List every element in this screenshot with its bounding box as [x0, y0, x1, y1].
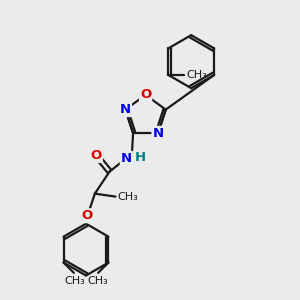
- Text: H: H: [134, 151, 146, 164]
- Text: CH₃: CH₃: [64, 276, 85, 286]
- Text: N: N: [121, 152, 132, 165]
- Text: N: N: [152, 127, 164, 140]
- Text: O: O: [91, 149, 102, 162]
- Text: N: N: [120, 103, 131, 116]
- Text: CH₃: CH₃: [87, 276, 108, 286]
- Text: O: O: [140, 88, 151, 101]
- Text: CH₃: CH₃: [186, 70, 207, 80]
- Text: CH₃: CH₃: [117, 192, 138, 202]
- Text: O: O: [82, 209, 93, 222]
